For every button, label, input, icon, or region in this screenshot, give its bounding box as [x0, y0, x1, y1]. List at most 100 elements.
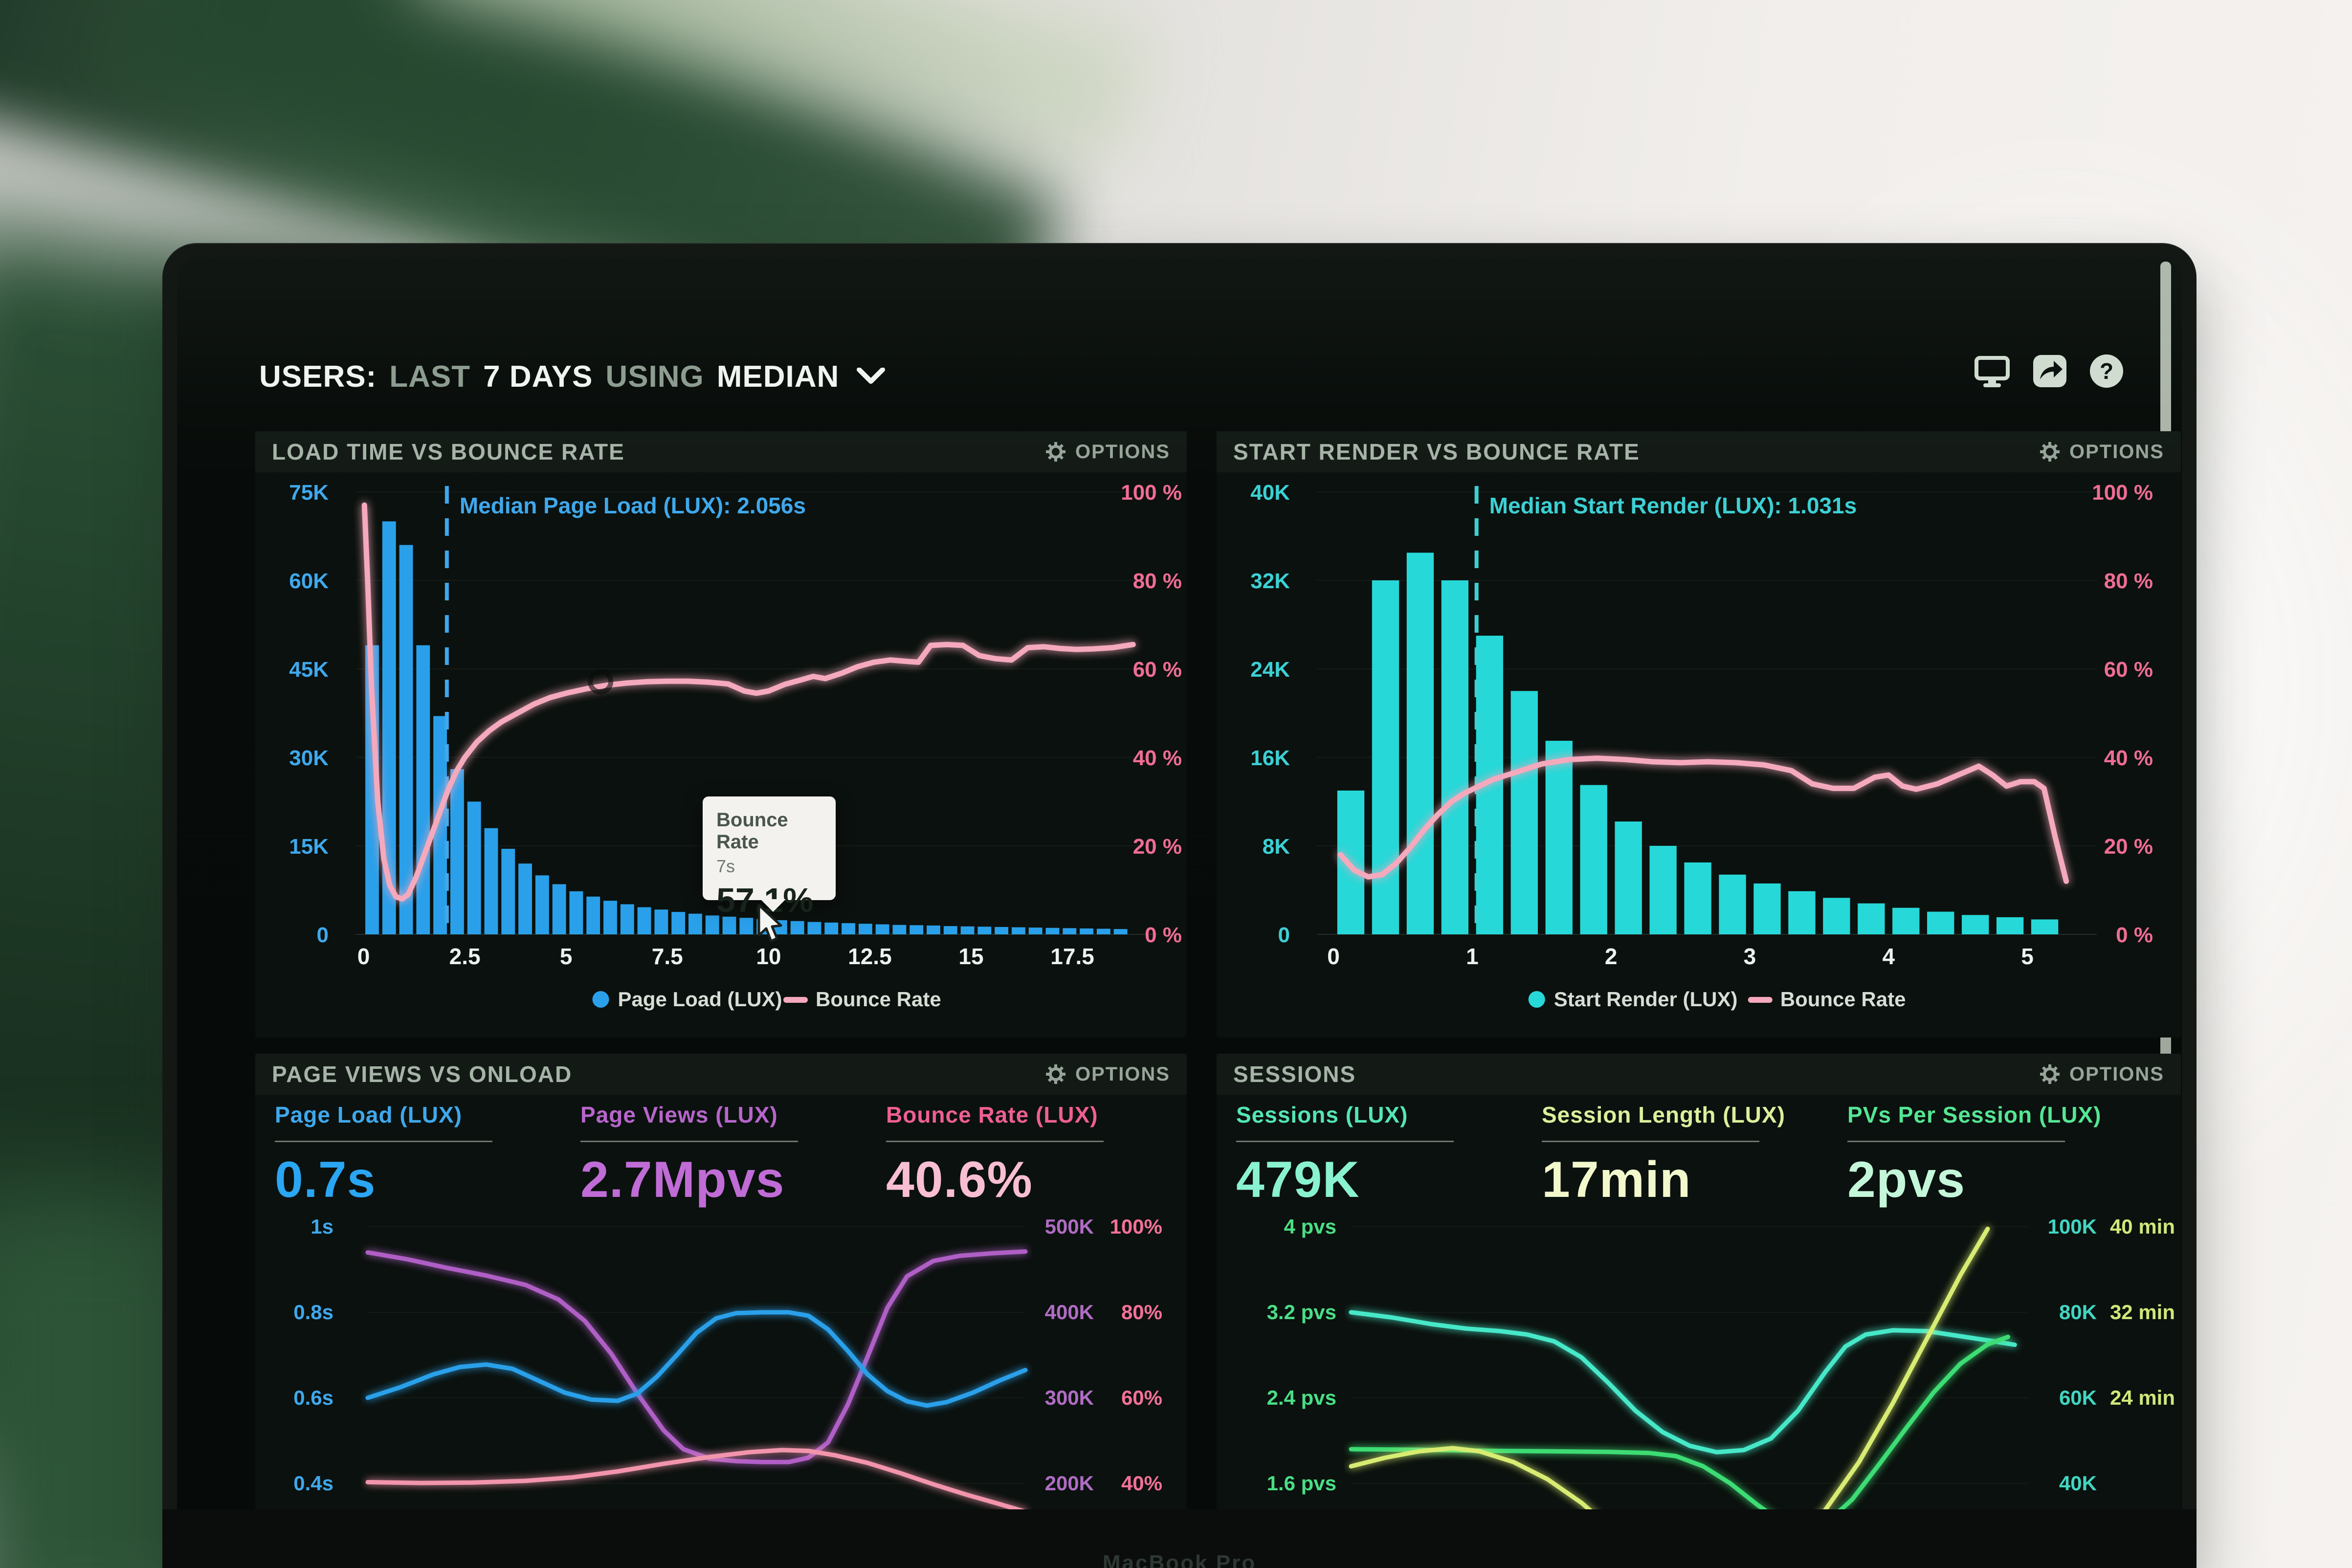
- svg-text:5: 5: [560, 944, 573, 969]
- panel-title: PAGE VIEWS VS ONLOAD: [272, 1061, 573, 1087]
- svg-text:0.6s: 0.6s: [293, 1386, 333, 1409]
- chart-tooltip: Bounce Rate 7s 57.1%: [703, 796, 836, 919]
- panel-title: START RENDER VS BOUNCE RATE: [1233, 439, 1640, 464]
- svg-text:0: 0: [1327, 944, 1340, 969]
- panel-start-render: START RENDER VS BOUNCE RATE OPTIONS 40K 1…: [1217, 431, 2181, 1038]
- title-segment: MEDIAN: [716, 359, 840, 394]
- sessions-chart[interactable]: 4 pvs 100K 40 min 3.2 pvs 80K 32 min 2.4 pvs 60…: [1217, 1095, 2181, 1509]
- svg-text:60 %: 60 %: [1133, 658, 1182, 682]
- svg-text:30K: 30K: [289, 746, 329, 770]
- svg-text:80%: 80%: [1121, 1301, 1162, 1324]
- svg-text:300K: 300K: [1045, 1386, 1094, 1409]
- svg-text:400K: 400K: [1045, 1301, 1094, 1324]
- options-button[interactable]: OPTIONS: [1044, 440, 1170, 464]
- svg-text:0.8s: 0.8s: [293, 1301, 333, 1324]
- title-segment: LAST: [389, 359, 471, 394]
- panel-page-views: PAGE VIEWS VS ONLOAD OPTIONS Page Load (…: [255, 1054, 1187, 1509]
- svg-text:0 %: 0 %: [1145, 923, 1182, 947]
- svg-text:40 %: 40 %: [1133, 746, 1182, 770]
- dashboard-title-dropdown[interactable]: USERS: LAST 7 DAYS USING MEDIAN: [259, 350, 886, 403]
- svg-text:40K: 40K: [1250, 481, 1290, 505]
- svg-text:Median Page Load (LUX): 2.056s: Median Page Load (LUX): 2.056s: [460, 493, 806, 518]
- metrics-row: Page Load (LUX) 0.7s Page Views (LUX) 2.7Mp…: [255, 1095, 1187, 1237]
- svg-text:?: ?: [2100, 358, 2113, 384]
- svg-text:16K: 16K: [1250, 746, 1290, 770]
- svg-text:1s: 1s: [311, 1215, 333, 1238]
- gear-icon: [2040, 442, 2060, 462]
- svg-text:0.4s: 0.4s: [293, 1472, 333, 1495]
- svg-text:60K: 60K: [2059, 1386, 2097, 1409]
- svg-text:0: 0: [1278, 923, 1290, 947]
- panel-header: START RENDER VS BOUNCE RATE OPTIONS: [1217, 431, 2181, 472]
- help-icon[interactable]: ?: [2089, 353, 2124, 389]
- svg-text:7.5: 7.5: [652, 944, 683, 969]
- chevron-down-icon: [857, 368, 886, 384]
- svg-text:200K: 200K: [1045, 1472, 1094, 1495]
- panel-sessions: SESSIONS OPTIONS Sessions (LUX) 479K Sessi…: [1217, 1054, 2181, 1509]
- toolbar-icons: ?: [1974, 353, 2124, 389]
- options-button[interactable]: OPTIONS: [2038, 440, 2164, 464]
- svg-text:20 %: 20 %: [2104, 835, 2153, 859]
- svg-text:45K: 45K: [289, 658, 329, 682]
- options-button[interactable]: OPTIONS: [1044, 1062, 1170, 1086]
- svg-text:75K: 75K: [289, 481, 329, 505]
- load-time-chart[interactable]: 75K 100 % 60K 80 % 45K 60 % 30K 40 % 15K 20 % 0 0 %…: [255, 472, 1187, 1038]
- svg-text:5: 5: [2021, 944, 2034, 969]
- device-label: MacBook Pro: [1102, 1551, 1257, 1568]
- tooltip-series: Bounce Rate: [716, 809, 788, 853]
- title-segment: USERS:: [259, 359, 377, 394]
- svg-text:0 %: 0 %: [2116, 923, 2153, 947]
- svg-text:24K: 24K: [1250, 658, 1290, 682]
- svg-text:1: 1: [1466, 944, 1479, 969]
- svg-text:4: 4: [1882, 944, 1895, 969]
- metric-page-views-lux-: Page Views (LUX) 2.7Mpvs: [580, 1102, 854, 1209]
- svg-text:8K: 8K: [1263, 835, 1290, 859]
- svg-text:32K: 32K: [1250, 569, 1290, 593]
- metric-bounce-rate-lux-: Bounce Rate (LUX) 40.6%: [886, 1102, 1160, 1209]
- share-icon[interactable]: [2032, 354, 2067, 388]
- start-render-chart[interactable]: 40K 100 % 32K 80 % 24K 60 % 16K 40 % 8K 20 % 0 0 % M…: [1217, 472, 2181, 1038]
- laptop: USERS: LAST 7 DAYS USING MEDIAN: [162, 243, 2197, 1568]
- page-views-chart[interactable]: 1s 500K 100% 0.8s 400K 80% 0.6s 300K 60% 0.4s 200K…: [255, 1095, 1187, 1509]
- svg-text:3.2 pvs: 3.2 pvs: [1267, 1301, 1336, 1324]
- options-button[interactable]: OPTIONS: [2038, 1062, 2164, 1086]
- svg-text:80K: 80K: [2059, 1301, 2097, 1324]
- svg-text:12.5: 12.5: [848, 944, 892, 969]
- svg-text:20 %: 20 %: [1133, 835, 1182, 859]
- gear-icon: [1045, 1064, 1065, 1084]
- svg-text:15K: 15K: [289, 835, 329, 859]
- svg-text:2.4 pvs: 2.4 pvs: [1267, 1386, 1336, 1409]
- svg-text:Start Render (LUX): Start Render (LUX): [1554, 988, 1738, 1011]
- metric-page-load-lux-: Page Load (LUX) 0.7s: [275, 1102, 549, 1209]
- svg-text:24 min: 24 min: [2110, 1386, 2175, 1409]
- svg-text:100K: 100K: [2048, 1215, 2097, 1238]
- metrics-row: Sessions (LUX) 479K Session Length (LUX) 17…: [1217, 1095, 2181, 1237]
- svg-text:17.5: 17.5: [1050, 944, 1094, 969]
- metric-session-length-lux-: Session Length (LUX) 17min: [1542, 1102, 1785, 1208]
- svg-text:10: 10: [756, 944, 781, 969]
- svg-text:0: 0: [357, 944, 370, 969]
- svg-text:100 %: 100 %: [1121, 481, 1182, 505]
- svg-text:100%: 100%: [1110, 1215, 1162, 1238]
- svg-text:Bounce Rate: Bounce Rate: [816, 988, 941, 1011]
- panel-header: SESSIONS OPTIONS: [1217, 1054, 2181, 1095]
- mouse-cursor: [757, 904, 782, 943]
- dashboard-screen: USERS: LAST 7 DAYS USING MEDIAN: [177, 258, 2182, 1509]
- svg-text:80 %: 80 %: [2104, 569, 2153, 593]
- svg-text:2.5: 2.5: [449, 944, 481, 969]
- svg-text:40 min: 40 min: [2110, 1215, 2175, 1238]
- panel-header: PAGE VIEWS VS ONLOAD OPTIONS: [255, 1054, 1187, 1095]
- svg-text:Page Load (LUX): Page Load (LUX): [618, 988, 782, 1011]
- panel-title: SESSIONS: [1233, 1061, 1356, 1087]
- tooltip-x-value: 7s: [716, 856, 735, 876]
- title-segment: USING: [605, 359, 704, 394]
- svg-text:3: 3: [1744, 944, 1756, 969]
- svg-text:80 %: 80 %: [1133, 569, 1182, 593]
- svg-text:4 pvs: 4 pvs: [1284, 1215, 1336, 1238]
- svg-text:2: 2: [1605, 944, 1618, 969]
- svg-text:1.6 pvs: 1.6 pvs: [1267, 1472, 1336, 1495]
- panel-header: LOAD TIME VS BOUNCE RATE OPTIONS: [255, 431, 1187, 472]
- display-icon[interactable]: [1974, 354, 2011, 388]
- svg-text:Bounce Rate: Bounce Rate: [1780, 988, 1906, 1011]
